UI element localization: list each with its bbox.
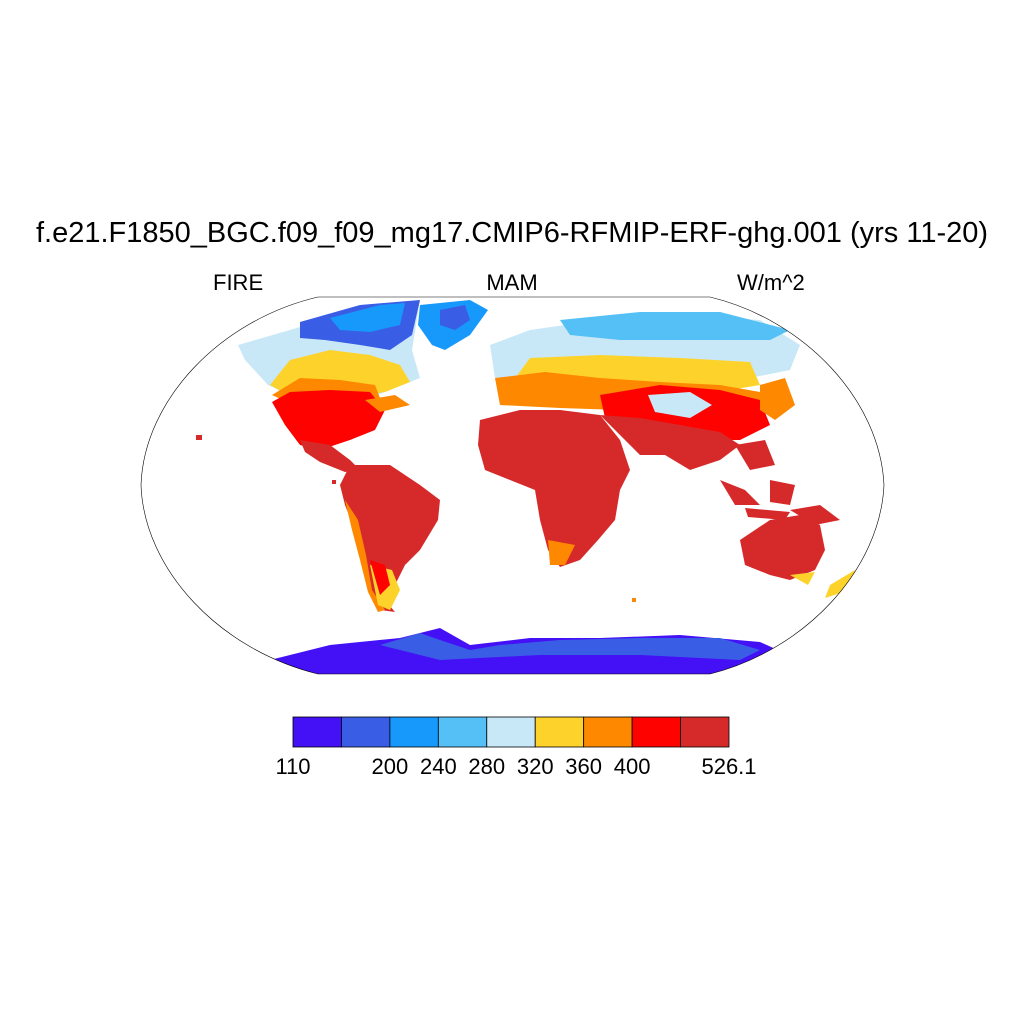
colorbar-swatch [389,716,439,748]
south-asia [600,415,740,470]
globe-outline [140,296,885,675]
colorbar-swatch [341,716,391,748]
maritime-southeast-asia [720,440,840,525]
new-zealand [825,570,855,598]
variable-label: FIRE [213,270,264,295]
colorbar [292,716,730,748]
colorbar-label: 526.1 [701,754,757,779]
australia [740,515,825,585]
colorbar-label: 360 [565,754,603,779]
colorbar-label: 280 [468,754,506,779]
eurasia [490,312,800,440]
colorbar-swatch [680,716,730,748]
colorbar-label: 200 [371,754,409,779]
season-label: MAM [486,270,538,295]
colorbar-swatch [583,716,633,748]
colorbar-swatch [631,716,681,748]
africa [478,410,630,567]
colorbar-label: 320 [516,754,554,779]
colorbar-label: 240 [419,754,457,779]
north-america [238,300,420,472]
units-label: W/m^2 [737,270,805,295]
colorbar-swatch [534,716,585,748]
colorbar-swatch [486,716,536,748]
colorbar-label: 400 [613,754,651,779]
colorbar-swatch [437,716,488,748]
colorbar-label: 110 [275,754,311,779]
colorbar-swatch [292,716,342,748]
south-america [340,465,440,612]
map-title: f.e21.F1850_BGC.f09_f09_mg17.CMIP6-RFMIP… [35,217,989,249]
